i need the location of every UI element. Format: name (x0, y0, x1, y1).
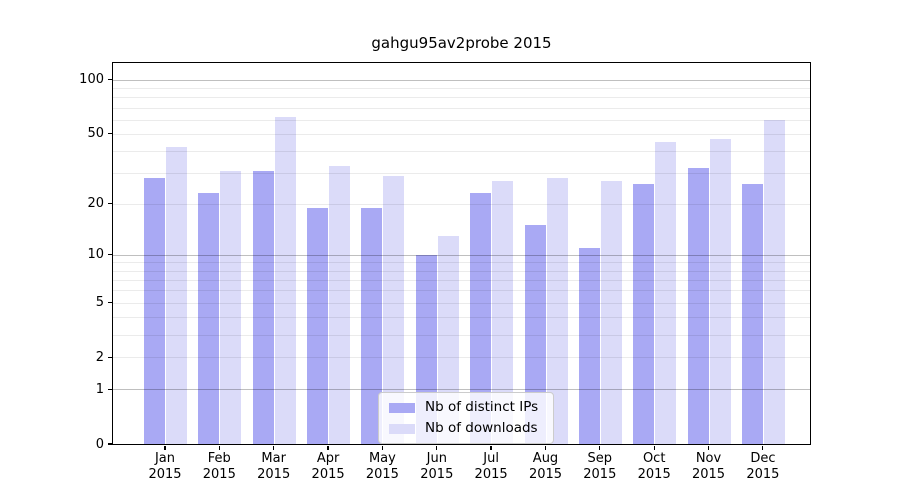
y-gridline-90 (113, 88, 810, 90)
bar-downloads-aug (546, 178, 568, 444)
bar-ips-dec (741, 183, 763, 444)
y-gridline-60 (113, 119, 810, 121)
y-axis-tick-label-50: 50 (87, 126, 104, 142)
y-gridline-100 (113, 79, 810, 81)
bar-downloads-jun (437, 235, 459, 444)
y-gridline-2 (113, 357, 810, 359)
bar-downloads-oct (655, 141, 677, 444)
y-gridline-6 (113, 290, 810, 292)
y-axis-tick-1 (108, 388, 112, 390)
x-axis-tick-label-jan: Jan 2015 (148, 451, 182, 482)
y-gridline-4 (113, 317, 810, 318)
bar-downloads-apr (329, 165, 351, 444)
x-axis-tick-label-mar: Mar 2015 (257, 451, 291, 482)
bar-ips-sep (578, 247, 600, 444)
y-gridline-30 (113, 173, 810, 174)
bar-downloads-dec (763, 119, 785, 444)
y-gridline-1 (113, 389, 810, 391)
legend-item-distinct-ips: Nb of distinct IPs (389, 400, 543, 415)
y-gridline-20 (113, 203, 810, 205)
y-axis-tick-2 (108, 356, 112, 358)
x-axis-tick-nov (707, 445, 710, 450)
y-gridline-7 (113, 279, 810, 281)
y-axis-tick-label-0: 0 (95, 436, 104, 452)
y-gridline-40 (113, 151, 810, 152)
y-gridline-9 (113, 262, 810, 264)
x-axis-tick-label-aug: Aug 2015 (528, 451, 563, 482)
x-axis-tick-label-nov: Nov 2015 (691, 451, 726, 482)
x-axis-tick-jun (436, 445, 438, 450)
y-axis-tick-10 (108, 254, 112, 256)
y-axis-tick-0 (108, 443, 112, 445)
bar-downloads-may (383, 175, 405, 444)
legend-item-downloads: Nb of downloads (389, 421, 543, 436)
x-axis-tick-aug (544, 445, 547, 450)
y-gridline-3 (113, 334, 810, 336)
y-axis-tick-100 (108, 79, 112, 81)
chart-title: gahgu95av2probe 2015 (371, 34, 552, 52)
x-axis-tick-mar (273, 445, 275, 450)
legend-label-distinct-ips: Nb of distinct IPs (425, 399, 539, 415)
y-axis-tick-20 (108, 203, 112, 205)
x-axis-tick-apr (327, 445, 329, 450)
x-axis-tick-feb (218, 445, 221, 450)
bar-downloads-jul (492, 181, 514, 444)
y-axis-tick-label-2: 2 (95, 349, 104, 365)
x-axis-tick-may (381, 445, 384, 450)
legend-swatch-ips (389, 402, 415, 413)
y-gridline-70 (113, 107, 810, 109)
bar-ips-aug (524, 225, 546, 444)
x-axis-tick-jul (490, 445, 492, 450)
bar-ips-oct (633, 183, 655, 444)
x-axis-tick-jan (164, 445, 166, 450)
x-axis-tick-sep (599, 445, 601, 450)
bar-downloads-jan (166, 147, 187, 444)
bar-downloads-sep (600, 181, 622, 444)
legend-swatch-downloads (389, 423, 415, 434)
y-axis-tick-label-10: 10 (87, 247, 104, 263)
x-axis-tick-label-jun: Jun 2015 (420, 451, 454, 482)
x-axis-tick-oct (653, 445, 655, 450)
y-gridline-80 (113, 97, 810, 99)
x-axis-tick-label-apr: Apr 2015 (311, 451, 345, 482)
x-axis-tick-label-feb: Feb 2015 (202, 451, 236, 482)
y-axis-tick-label-5: 5 (95, 295, 104, 311)
legend-label-downloads: Nb of downloads (425, 420, 538, 436)
y-axis-tick-50 (108, 133, 112, 135)
bar-downloads-feb (220, 170, 242, 444)
bar-ips-mar (252, 170, 274, 444)
x-axis-tick-label-jul: Jul 2015 (474, 451, 508, 482)
y-axis-tick-5 (108, 301, 112, 304)
y-gridline-10 (113, 254, 810, 256)
x-axis-tick-label-dec: Dec 2015 (746, 451, 780, 482)
y-axis-tick-label-1: 1 (95, 381, 104, 397)
x-axis-tick-dec (762, 445, 764, 450)
y-gridline-5 (113, 302, 810, 304)
bar-downloads-nov (709, 138, 731, 444)
legend: Nb of distinct IPs Nb of downloads (378, 392, 554, 444)
x-axis-tick-label-sep: Sep 2015 (583, 451, 617, 482)
x-axis-tick-label-oct: Oct 2015 (637, 451, 671, 482)
x-axis-tick-label-may: May 2015 (365, 451, 399, 482)
y-gridline-8 (113, 270, 810, 272)
bar-ips-jul (470, 193, 492, 444)
bar-downloads-mar (274, 117, 296, 444)
bar-ips-nov (687, 168, 709, 444)
y-gridline-50 (113, 133, 810, 135)
bar-ips-may (361, 207, 383, 444)
y-axis-tick-label-20: 20 (87, 196, 104, 212)
y-axis-tick-label-100: 100 (79, 72, 104, 88)
bar-ips-apr (307, 207, 329, 444)
bar-ips-feb (198, 193, 220, 444)
bar-ips-jan (144, 178, 165, 444)
